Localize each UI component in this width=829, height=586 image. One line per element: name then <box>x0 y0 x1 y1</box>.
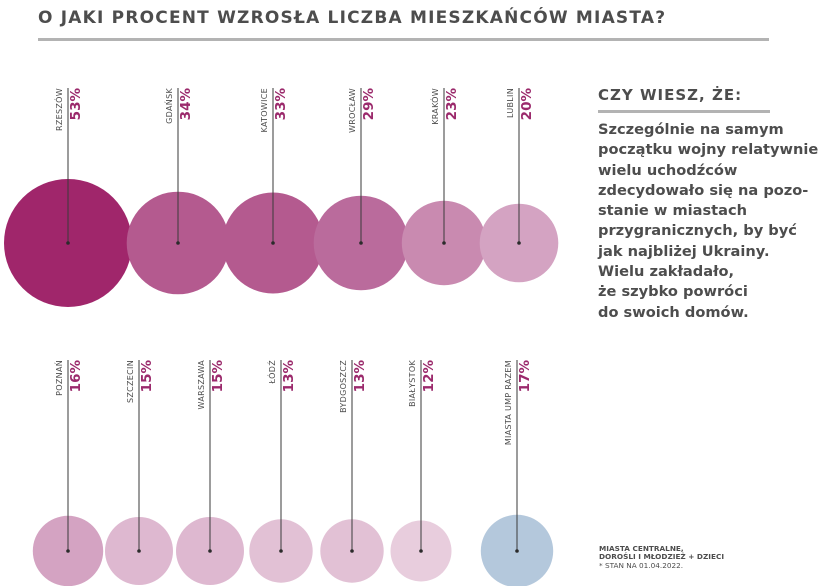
city-label-wrocław: WROCŁAW <box>348 88 357 133</box>
value-label-warszawa: 15% <box>210 360 226 393</box>
value-label-poznań: 16% <box>68 360 84 393</box>
city-label-katowice: KATOWICE <box>260 88 269 132</box>
bubble-center-dot <box>208 549 212 553</box>
footnote-line: DOROŚLI I MŁODZIEŻ + DZIECI <box>599 552 725 562</box>
city-label-warszawa: WARSZAWA <box>197 360 206 410</box>
value-label-kraków: 23% <box>444 88 460 121</box>
bubble-center-dot <box>517 241 521 245</box>
city-label-kraków: KRAKÓW <box>429 88 440 125</box>
bubble-center-dot <box>515 549 519 553</box>
city-label-szczecin: SZCZECIN <box>126 360 135 403</box>
fact-line: do swoich domów. <box>598 303 749 321</box>
value-label-białystok: 12% <box>421 360 437 393</box>
fact-box-heading: CZY WIESZ, ŻE: <box>598 86 743 104</box>
city-label-miasta-ump-razem: MIASTA UMP RAZEM <box>504 360 513 445</box>
bubble-center-dot <box>66 241 70 245</box>
footnote-line: * STAN NA 01.04.2022. <box>599 560 684 570</box>
bubble-center-dot <box>359 241 363 245</box>
bubble-center-dot <box>66 549 70 553</box>
title-divider <box>38 38 769 41</box>
footnote-line: MIASTA CENTRALNE, <box>599 544 684 553</box>
value-label-lublin: 20% <box>519 88 535 121</box>
value-label-miasta-ump-razem: 17% <box>517 360 533 393</box>
fact-line: przygranicznych, by być <box>598 222 797 240</box>
fact-line: zdecydowało się na pozo- <box>598 181 809 199</box>
city-label-poznań: POZNAŃ <box>53 360 64 396</box>
city-label-lublin: LUBLIN <box>506 88 515 118</box>
value-label-bydgoszcz: 13% <box>352 360 368 393</box>
bubble-center-dot <box>279 549 283 553</box>
city-label-gdańsk: GDAŃSK <box>163 88 174 124</box>
fact-box-text: Szczególnie na samym początku wojny rela… <box>598 120 828 323</box>
fact-line: początku wojny relatywnie <box>598 141 819 159</box>
fact-line: stanie w miastach <box>598 202 748 220</box>
value-label-wrocław: 29% <box>361 88 377 121</box>
value-label-rzeszów: 53% <box>68 88 84 121</box>
fact-line: wielu uchodźców <box>598 161 738 179</box>
value-label-gdańsk: 34% <box>178 88 194 121</box>
fact-line: Szczególnie na samym <box>598 121 784 138</box>
footnote: MIASTA CENTRALNE, DOROŚLI I MŁODZIEŻ + D… <box>599 544 725 570</box>
city-label-białystok: BIAŁYSTOK <box>408 360 417 407</box>
bubble-center-dot <box>350 549 354 553</box>
bubble-center-dot <box>442 241 446 245</box>
city-label-łódź: ŁÓDŹ <box>266 360 277 385</box>
value-label-szczecin: 15% <box>139 360 155 393</box>
fact-line: Wielu zakładało, <box>598 263 735 281</box>
fact-line: że szybko powróci <box>598 283 748 301</box>
bubble-center-dot <box>137 549 141 553</box>
fact-box-divider <box>598 110 770 113</box>
bubble-center-dot <box>176 241 180 245</box>
city-label-bydgoszcz: BYDGOSZCZ <box>339 360 348 413</box>
value-label-katowice: 33% <box>273 88 289 121</box>
city-label-rzeszów: RZESZÓW <box>53 88 64 131</box>
fact-line: jak najbliżej Ukrainy. <box>598 242 770 260</box>
value-label-łódź: 13% <box>281 360 297 393</box>
bubble-center-dot <box>271 241 275 245</box>
page-title: O JAKI PROCENT WZROSŁA LICZBA MIESZKAŃCÓ… <box>38 8 667 28</box>
bubble-center-dot <box>419 549 423 553</box>
